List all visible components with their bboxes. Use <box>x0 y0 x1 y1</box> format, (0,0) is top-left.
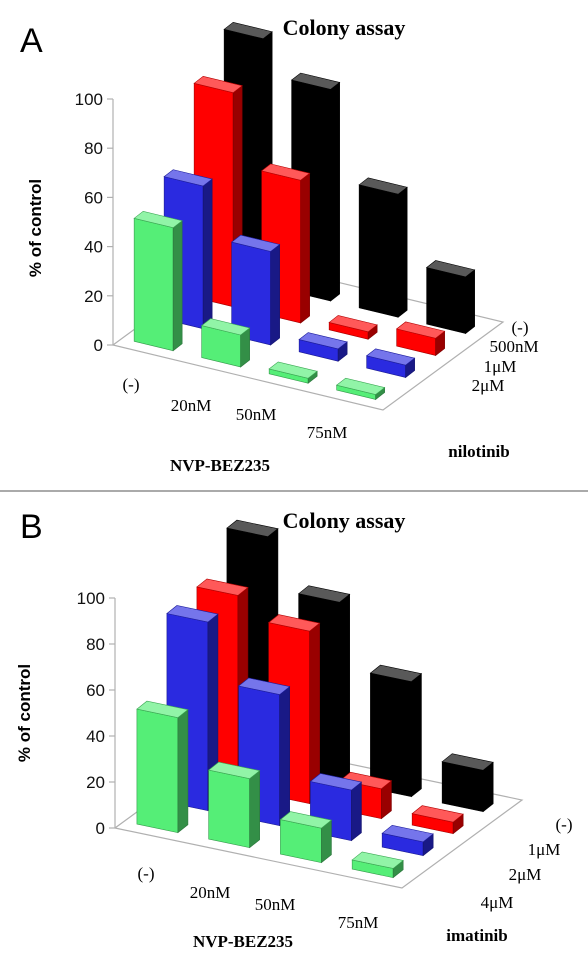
bar <box>381 824 434 857</box>
bar <box>335 377 386 401</box>
bar <box>441 753 494 813</box>
y-ticks: 0 20 40 60 80 100 <box>75 90 113 355</box>
depth-categories: (-) 1μM 2μM 4μM <box>481 815 573 912</box>
x-tick-label: (-) <box>123 375 140 394</box>
chart-title: Colony assay <box>283 508 406 533</box>
x-axis-label: NVP-BEZ235 <box>170 456 270 475</box>
bar <box>298 332 348 362</box>
bar <box>395 321 446 357</box>
bar <box>136 700 189 834</box>
x-categories: (-) 20nM 50nM 75nM <box>123 375 348 442</box>
chart-title: Colony assay <box>283 15 406 40</box>
y-tick-label: 60 <box>84 188 103 207</box>
y-tick-label: 20 <box>84 287 103 306</box>
z-axis-label: nilotinib <box>448 442 509 461</box>
y-tick-label: 80 <box>86 635 105 654</box>
panel-label-a: A <box>20 22 43 60</box>
y-axis-label: % of control <box>15 664 34 762</box>
depth-tick-label: 500nM <box>489 337 538 356</box>
panel-b: B Colony assay % of control NVP-BEZ235 i… <box>15 508 572 951</box>
bar <box>369 664 423 798</box>
bar <box>365 348 416 379</box>
bar <box>279 811 333 864</box>
bar <box>230 234 281 346</box>
y-axis-label: % of control <box>26 179 45 277</box>
bar <box>411 805 464 835</box>
bar <box>268 361 318 384</box>
x-tick-label: (-) <box>138 864 155 883</box>
y-ticks: 0 20 40 60 80 100 <box>77 589 115 838</box>
bar <box>200 318 251 368</box>
depth-tick-label: 1μM <box>528 840 561 859</box>
bar <box>207 761 261 849</box>
bars <box>133 21 476 401</box>
y-tick-label: 0 <box>94 336 103 355</box>
y-tick-label: 0 <box>96 819 105 838</box>
y-tick-label: 80 <box>84 139 103 158</box>
bar <box>351 851 404 879</box>
bars <box>136 519 494 879</box>
depth-tick-label: 2μM <box>509 865 542 884</box>
x-axis-label: NVP-BEZ235 <box>193 932 293 951</box>
bar <box>133 210 183 352</box>
x-tick-label: 20nM <box>190 883 231 902</box>
depth-tick-label: 4μM <box>481 893 514 912</box>
bar <box>358 177 408 318</box>
depth-tick-label: 2μM <box>472 376 505 395</box>
y-tick-label: 20 <box>86 773 105 792</box>
x-tick-label: 50nM <box>255 895 296 914</box>
panel-label-b: B <box>20 508 43 546</box>
depth-tick-label: (-) <box>512 318 529 337</box>
bar <box>425 260 476 335</box>
bar <box>328 315 378 340</box>
y-tick-label: 100 <box>77 589 105 608</box>
y-tick-label: 60 <box>86 681 105 700</box>
x-tick-label: 75nM <box>338 913 379 932</box>
y-tick-label: 40 <box>84 238 103 257</box>
z-axis-label: imatinib <box>446 926 507 945</box>
x-tick-label: 50nM <box>236 405 277 424</box>
x-tick-label: 20nM <box>171 396 212 415</box>
depth-tick-label: 1μM <box>484 357 517 376</box>
x-categories: (-) 20nM 50nM 75nM <box>138 864 379 932</box>
panel-a: A Colony assay % of control NVP-BEZ235 n… <box>20 15 539 475</box>
y-tick-label: 40 <box>86 727 105 746</box>
y-tick-label: 100 <box>75 90 103 109</box>
depth-tick-label: (-) <box>556 815 573 834</box>
x-tick-label: 75nM <box>307 423 348 442</box>
